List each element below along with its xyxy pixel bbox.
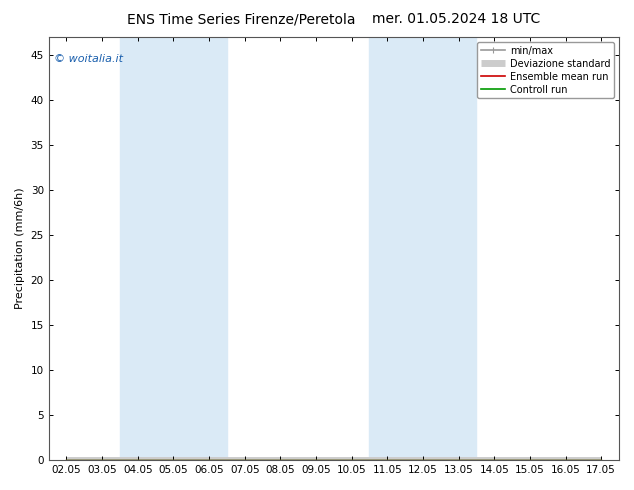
Bar bbox=[120, 37, 227, 460]
Text: ENS Time Series Firenze/Peretola: ENS Time Series Firenze/Peretola bbox=[127, 12, 355, 26]
Text: mer. 01.05.2024 18 UTC: mer. 01.05.2024 18 UTC bbox=[372, 12, 541, 26]
Y-axis label: Precipitation (mm/6h): Precipitation (mm/6h) bbox=[15, 188, 25, 309]
Bar bbox=[370, 37, 476, 460]
Legend: min/max, Deviazione standard, Ensemble mean run, Controll run: min/max, Deviazione standard, Ensemble m… bbox=[477, 42, 614, 98]
Text: © woitalia.it: © woitalia.it bbox=[55, 54, 124, 64]
